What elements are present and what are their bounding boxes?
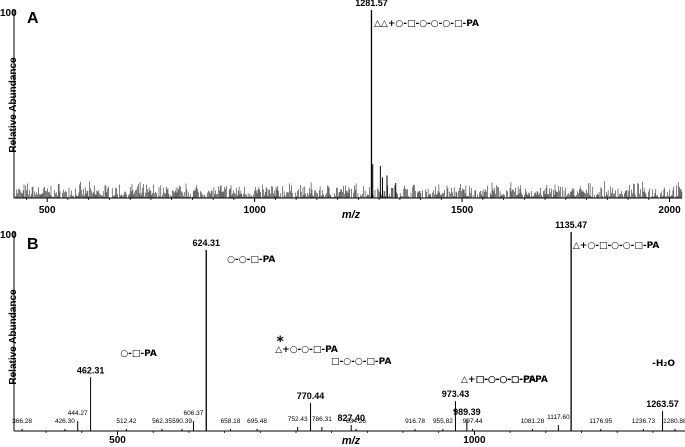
glycan-annotation: ○-□-PA — [120, 349, 157, 359]
panel-b-ytick-top: 100 — [0, 230, 17, 241]
peak-label: 770.44 — [297, 391, 325, 401]
peak-label: 827.40 — [337, 413, 365, 423]
peak-label: 916.78 — [405, 418, 425, 425]
panel-a-xlabel: m/z — [342, 209, 361, 221]
panel-a-letter: A — [27, 10, 39, 27]
peak-label: 834.26 — [346, 418, 366, 425]
peak-label: 989.39 — [453, 407, 481, 417]
glycan-annotation: □-○-○-○-□-PA — [476, 375, 548, 385]
peak-label: 1081.28 — [521, 418, 545, 425]
peak-label: 1117.60 — [547, 414, 570, 421]
peak-label: 444.27 — [68, 410, 88, 417]
panel-a-ytick-top: 100 — [0, 8, 17, 19]
asterisk-marker: * — [277, 334, 285, 350]
peak-label: 590.39 — [172, 418, 192, 425]
panel-a-x-ticks: 500 1000 1500 2000 — [26, 198, 681, 216]
x-tick-label: 500 — [39, 205, 56, 216]
x-tick-label: 1500 — [451, 205, 474, 216]
glycan-annotation: △+□-○-○-□-PA — [461, 375, 536, 385]
panel-b-letter: B — [27, 236, 39, 253]
noise-baseline — [15, 181, 683, 198]
x-tick-label: 1000 — [244, 205, 267, 216]
peak-label: 1263.57 — [646, 399, 679, 409]
peak-label: 997.44 — [463, 418, 483, 425]
peak-label: 1280.88 — [663, 418, 685, 425]
x-tick-label: 1000 — [463, 435, 486, 446]
glycan-annotation: □-○-○-□-PA — [331, 357, 391, 367]
peak-label: 955.82 — [433, 418, 453, 425]
peak-label: 695.48 — [247, 418, 267, 425]
peak-label: 786.31 — [312, 416, 332, 423]
peak-label: 462.31 — [77, 365, 105, 375]
glycan-annotation: △△+○-□-○-○-○-□-PA — [374, 19, 479, 29]
peak-label: 1176.95 — [589, 418, 612, 425]
panel-a-plot-area: 1281.57 △△+○-□-○-○-○-□-PA — [15, 0, 683, 198]
x-tick-label: 2000 — [658, 205, 681, 216]
peak-label: 624.31 — [192, 238, 220, 248]
x-tick-label: 500 — [109, 435, 126, 446]
peak-label: 512.42 — [116, 418, 136, 425]
peak-label: 658.18 — [220, 418, 240, 425]
panel-a: A 100 Relative Abundance 1281.57△△+○-□-○… — [0, 0, 683, 221]
peak-label: 562.35 — [152, 418, 172, 425]
peak-label: 426.30 — [55, 418, 75, 425]
peak-label: 366.28 — [12, 418, 32, 425]
peak-label: 606.37 — [183, 410, 203, 417]
peak-label: 973.43 — [442, 389, 470, 399]
panel-b-x-ticks: 500 1000 — [45, 431, 654, 446]
peak-label: 1281.57 — [355, 0, 388, 8]
panel-b-xlabel: m/z — [342, 435, 361, 447]
panel-b: B 100 Relative Abundance 366.28426.30444… — [0, 220, 685, 447]
glycan-annotation: -H₂O — [652, 359, 675, 369]
peak-label: 752.43 — [288, 416, 308, 423]
glycan-annotation: ○-○-□-PA — [227, 255, 275, 265]
peak-label: 1135.47 — [555, 220, 587, 230]
peak-label: 1236.73 — [632, 418, 656, 425]
glycan-annotation: △+○-□-○-○-□-PA — [573, 241, 659, 251]
glycan-annotation: △+○-○-□-PA — [275, 345, 338, 355]
